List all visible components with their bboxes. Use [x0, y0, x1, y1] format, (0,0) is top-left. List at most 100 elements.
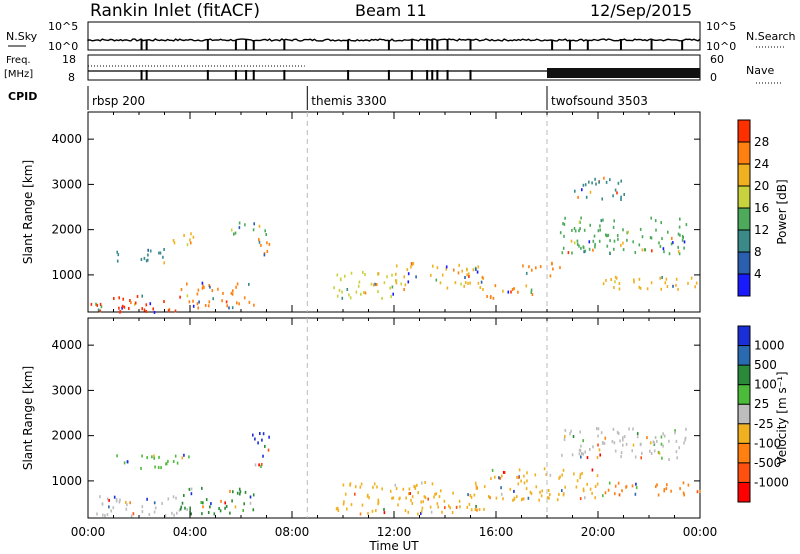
range-gate-cell	[422, 500, 424, 504]
range-gate-cell	[662, 444, 664, 448]
range-gate-cell	[239, 492, 241, 496]
range-gate-cell	[403, 288, 405, 291]
range-gate-cell	[614, 484, 617, 488]
range-gate-cell	[516, 495, 518, 499]
range-gate-cell	[417, 512, 419, 516]
range-gate-cell	[653, 449, 656, 453]
nave-label: Nave	[746, 64, 774, 77]
range-gate-cell	[594, 177, 596, 181]
range-gate-cell	[167, 497, 170, 501]
range-gate-cell	[618, 493, 621, 497]
range-gate-cell	[600, 219, 603, 223]
range-gate-cell	[578, 448, 581, 452]
range-gate-cell	[258, 463, 260, 467]
range-gate-cell	[257, 441, 259, 445]
range-gate-cell	[618, 282, 621, 285]
range-gate-cell	[620, 455, 622, 459]
range-gate-cell	[580, 452, 583, 455]
range-gate-cell	[154, 506, 157, 510]
range-gate-cell	[153, 456, 155, 460]
range-gate-cell	[106, 513, 109, 517]
range-gate-cell	[526, 479, 528, 483]
range-gate-cell	[263, 253, 266, 257]
range-gate-cell	[129, 299, 131, 302]
range-gate-cell	[141, 454, 143, 458]
range-gate-cell	[432, 264, 434, 268]
range-gate-cell	[520, 479, 522, 483]
range-gate-cell	[176, 511, 178, 515]
range-gate-cell	[163, 248, 165, 251]
range-gate-cell	[598, 180, 600, 184]
range-gate-cell	[683, 441, 685, 445]
range-gate-cell	[666, 285, 669, 288]
range-gate-cell	[535, 485, 538, 489]
range-gate-cell	[238, 221, 241, 225]
range-gate-cell	[210, 502, 212, 506]
range-gate-cell	[548, 496, 550, 500]
range-gate-cell	[158, 251, 160, 255]
range-gate-cell	[196, 292, 199, 296]
range-gate-cell	[675, 450, 678, 454]
range-gate-cell	[404, 509, 407, 513]
range-gate-cell	[192, 299, 194, 303]
range-gate-cell	[594, 242, 596, 246]
nsearch-tick-top: 10^5	[706, 20, 736, 33]
colorbar-tick-label: -1000	[754, 475, 789, 489]
range-gate-cell	[573, 472, 575, 476]
range-gate-cell	[650, 452, 653, 455]
range-gate-cell	[525, 487, 528, 491]
range-gate-cell	[596, 427, 598, 431]
colorbar-swatch	[738, 252, 750, 275]
range-gate-cell	[141, 510, 144, 514]
range-gate-cell	[453, 268, 455, 272]
range-gate-cell	[603, 441, 606, 445]
range-gate-cell	[476, 270, 479, 274]
range-gate-cell	[615, 276, 618, 280]
range-gate-cell	[600, 431, 603, 435]
freq-label: Freq.	[6, 55, 31, 66]
range-gate-cell	[119, 310, 121, 314]
nsky-tick-bottom: 10^0	[48, 40, 78, 53]
range-gate-cell	[640, 456, 642, 460]
range-gate-cell	[652, 440, 655, 444]
range-gate-cell	[622, 248, 625, 252]
y-tick-label: 4000	[51, 338, 82, 352]
range-gate-cell	[623, 435, 626, 439]
range-gate-cell	[421, 481, 423, 485]
range-gate-cell	[492, 296, 495, 300]
range-gate-cell	[580, 246, 582, 250]
range-gate-cell	[258, 238, 260, 242]
range-gate-cell	[490, 295, 492, 299]
range-gate-cell	[140, 258, 143, 261]
range-gate-cell	[591, 181, 593, 185]
range-gate-cell	[488, 495, 490, 498]
range-gate-cell	[410, 265, 412, 269]
range-gate-cell	[268, 242, 271, 246]
range-gate-cell	[633, 278, 635, 282]
range-gate-cell	[574, 189, 576, 193]
range-gate-cell	[663, 250, 665, 254]
range-gate-cell	[455, 505, 458, 509]
range-gate-cell	[475, 504, 477, 508]
range-gate-cell	[480, 280, 483, 284]
range-gate-cell	[507, 290, 510, 294]
range-gate-cell	[509, 487, 512, 491]
nsky-label: N.Sky	[6, 30, 38, 43]
range-gate-cell	[198, 300, 200, 304]
range-gate-cell	[660, 435, 663, 439]
range-gate-cell	[101, 502, 104, 506]
y-tick-label: 3000	[51, 177, 82, 191]
range-gate-cell	[188, 455, 190, 459]
range-gate-cell	[228, 306, 230, 310]
range-gate-cell	[641, 235, 644, 239]
range-gate-cell	[117, 253, 120, 257]
range-gate-cell	[486, 295, 488, 298]
range-gate-cell	[585, 195, 588, 199]
x-tick-label: 16:00	[479, 525, 514, 539]
range-gate-cell	[153, 454, 155, 458]
range-gate-cell	[232, 490, 234, 494]
range-gate-cell	[359, 485, 362, 489]
range-gate-cell	[219, 509, 222, 513]
range-gate-cell	[674, 429, 676, 433]
range-gate-cell	[97, 308, 100, 312]
